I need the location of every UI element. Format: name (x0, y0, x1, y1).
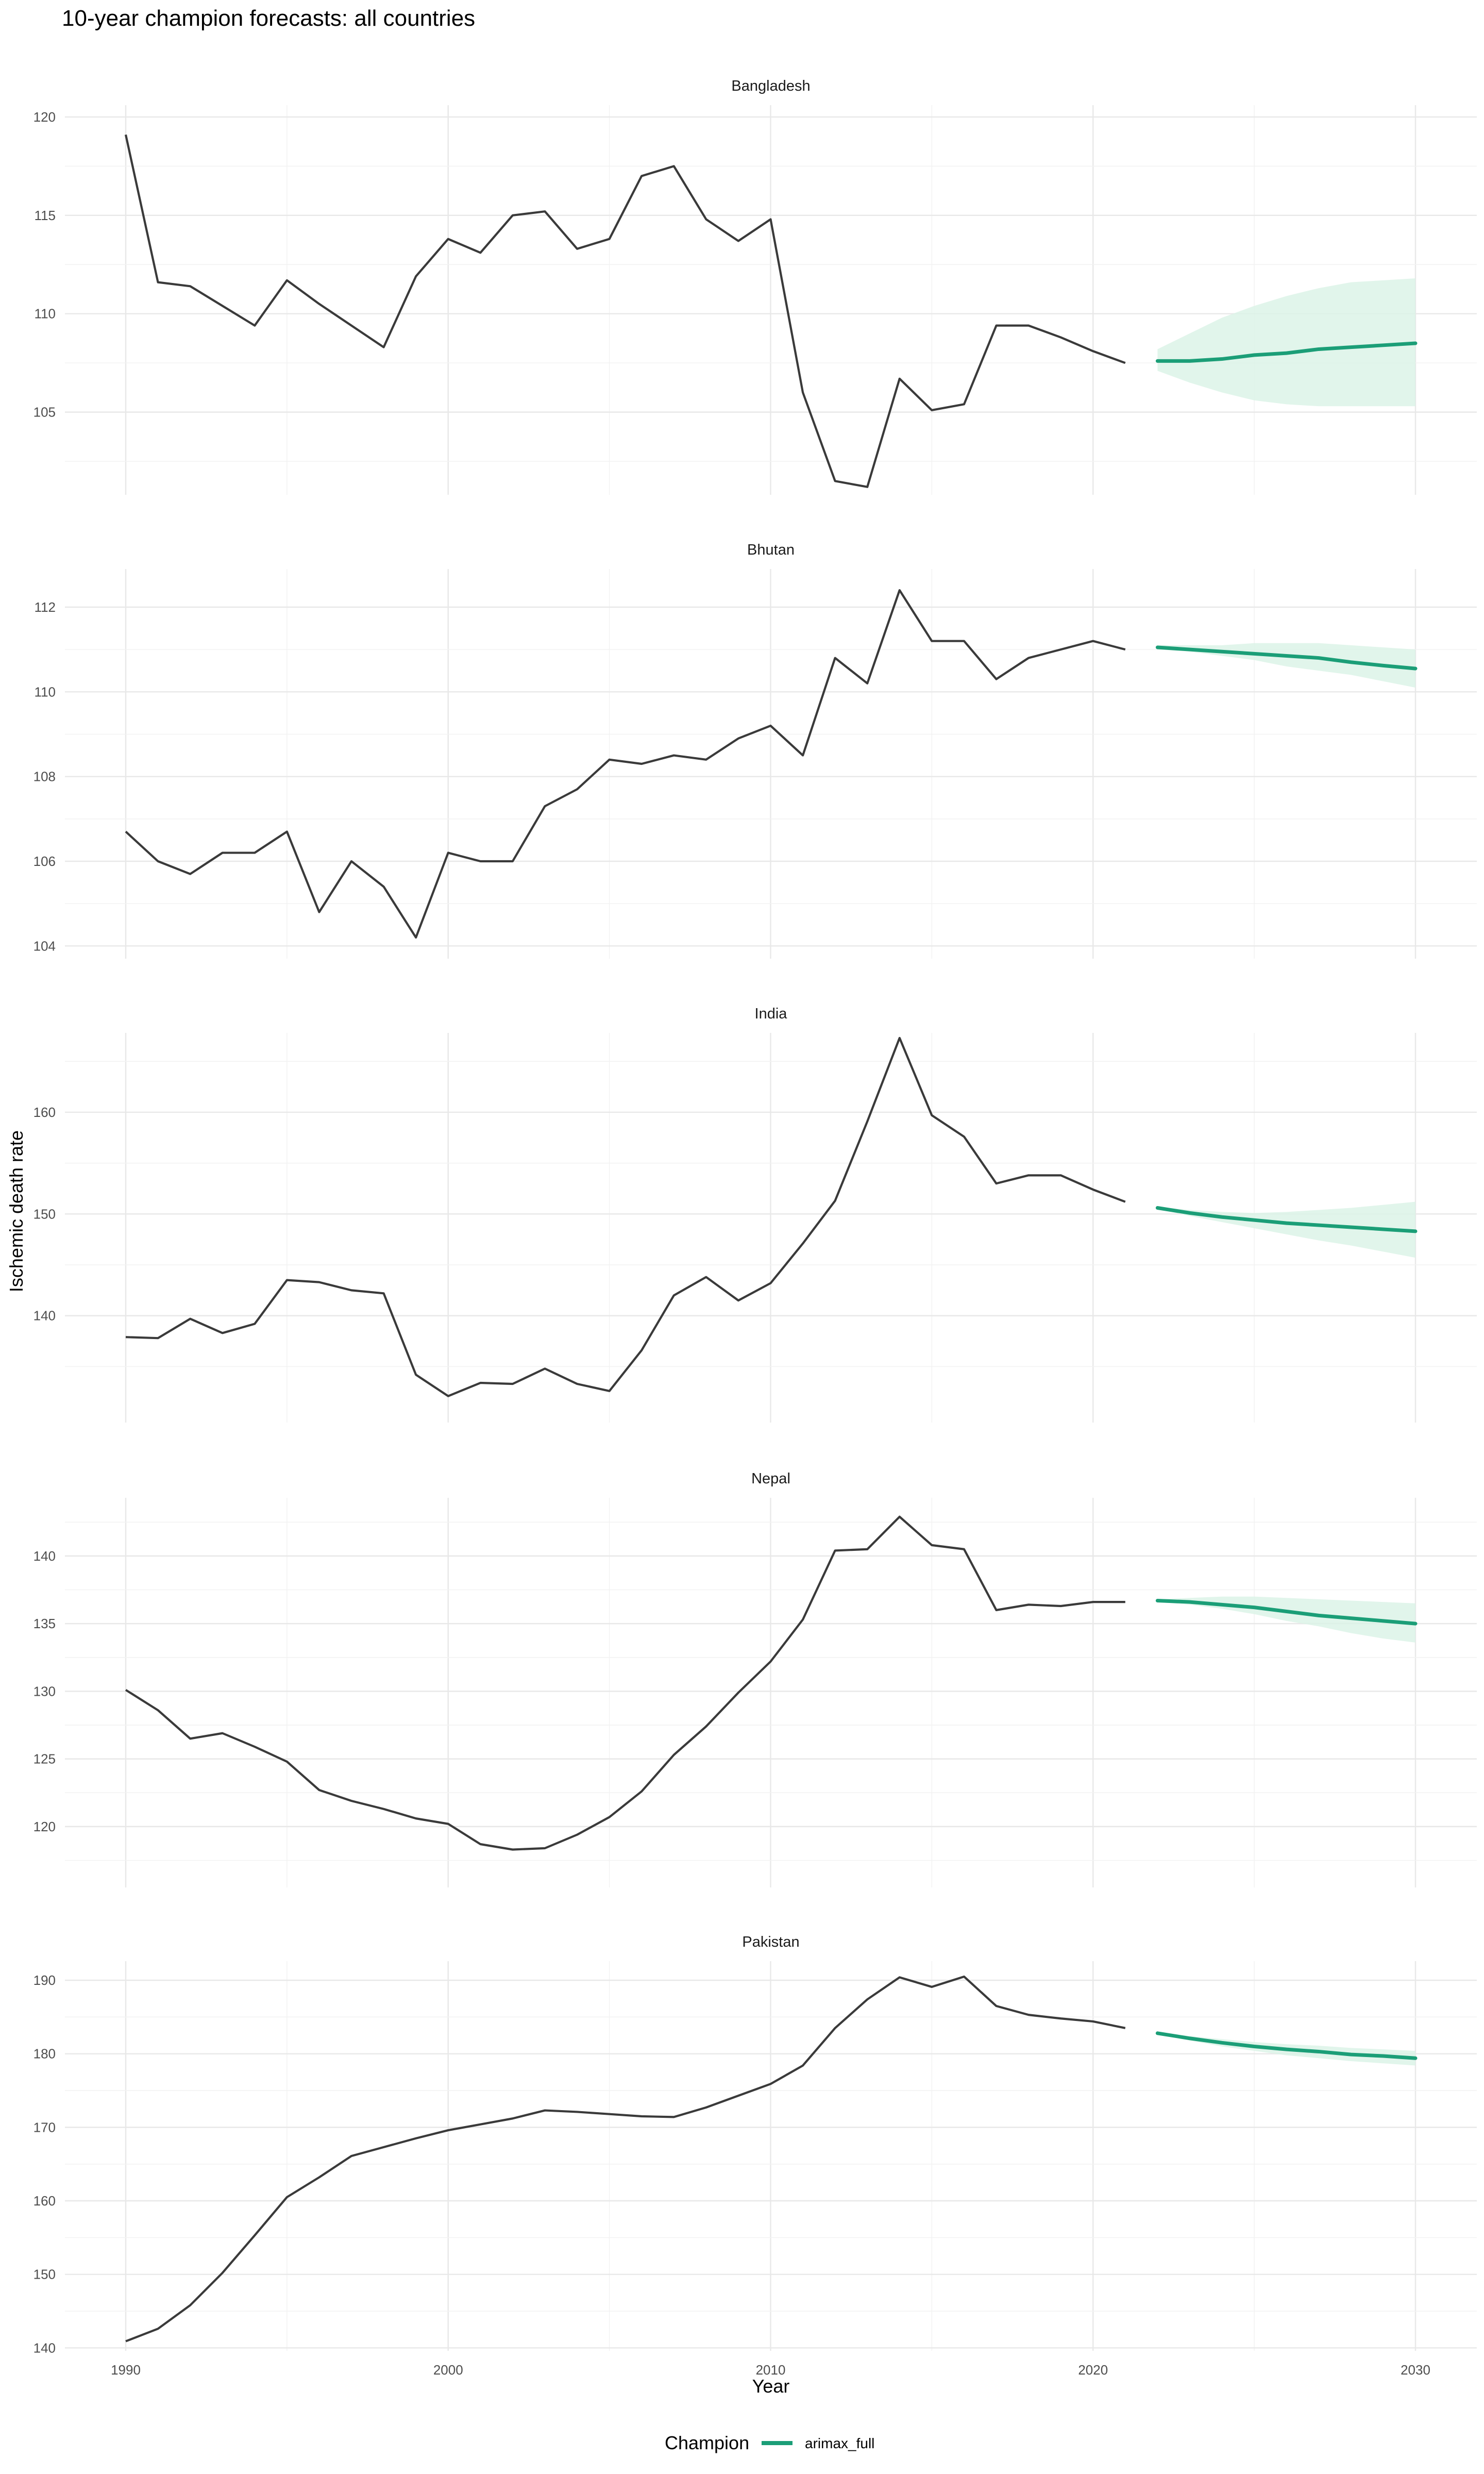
panel-india: India 140 150 160 (33, 1006, 1477, 1423)
y-tick-label: 120 (33, 1819, 56, 1834)
y-tick-label: 105 (33, 405, 56, 420)
x-tick-label: 2010 (756, 2362, 786, 2378)
x-tick-label: 2030 (1401, 2362, 1430, 2378)
gridlines-india (65, 1033, 1477, 1423)
chart-title: 10-year champion forecasts: all countrie… (62, 6, 475, 31)
x-tick-label: 2020 (1078, 2362, 1108, 2378)
gridlines-bhutan (65, 569, 1477, 959)
x-tick-label: 2000 (433, 2362, 463, 2378)
history-line-bhutan (125, 589, 1126, 939)
x-axis-title: Year (752, 2376, 790, 2397)
panel-pakistan: Pakistan 140 150 160 170 180 190 1990 2000 2010 20… (33, 1934, 1477, 2378)
x-tick-label: 1990 (111, 2362, 141, 2378)
y-tick-label: 140 (33, 1548, 56, 1564)
forecast-line-nepal (1155, 1599, 1418, 1626)
forecast-line-bangladesh (1155, 341, 1418, 363)
y-tick-label: 140 (33, 2340, 56, 2355)
forecast-line-india (1155, 1206, 1418, 1233)
legend: Champion arimax_full (665, 2432, 874, 2453)
history-line-india (125, 1037, 1126, 1397)
y-tick-label: 115 (35, 208, 56, 223)
panel-nepal: Nepal 120 125 130 135 140 (33, 1470, 1477, 1887)
strip-label-bangladesh: Bangladesh (731, 78, 810, 94)
y-tick-label: 110 (35, 306, 56, 322)
strip-label-pakistan: Pakistan (742, 1934, 799, 1950)
gridlines-bangladesh (65, 105, 1477, 495)
y-tick-label: 106 (33, 854, 56, 869)
y-tick-label: 140 (33, 1308, 56, 1324)
forecast-line-bhutan (1155, 645, 1418, 671)
panel-bangladesh: Bangladesh 105 110 115 120 (33, 78, 1477, 495)
y-tick-label: 150 (33, 2267, 56, 2282)
y-tick-label: 110 (35, 684, 56, 699)
gridlines-nepal (65, 1498, 1477, 1887)
y-tick-label: 108 (33, 769, 56, 784)
y-tick-label: 125 (33, 1751, 56, 1767)
y-tick-label: 170 (33, 2119, 56, 2135)
panel-bhutan: Bhutan 104 106 108 110 112 (33, 542, 1477, 959)
strip-label-bhutan: Bhutan (747, 542, 795, 558)
y-tick-label: 112 (35, 599, 56, 615)
gridlines-pakistan (65, 1961, 1477, 2351)
panels: Bangladesh 105 110 115 120 Bhutan 104 106 108 110… (33, 78, 1477, 2378)
strip-label-india: India (755, 1006, 788, 1022)
y-tick-label: 150 (33, 1206, 56, 1222)
forecast-line-pakistan (1155, 2031, 1418, 2060)
history-line-bangladesh (124, 134, 1126, 488)
y-tick-label: 160 (33, 2193, 56, 2209)
forecast-interval-nepal (1157, 1596, 1415, 1643)
legend-label-arimax-full: arimax_full (805, 2435, 874, 2451)
y-tick-label: 180 (33, 2046, 56, 2062)
legend-title: Champion (665, 2432, 749, 2453)
y-tick-label: 130 (33, 1683, 56, 1699)
y-axis-title: Ischemic death rate (6, 1130, 27, 1292)
forecast-interval-bangladesh (1157, 278, 1415, 407)
history-line-nepal (125, 1515, 1125, 1851)
forecast-interval-bhutan (1157, 643, 1415, 688)
y-tick-label: 190 (33, 1972, 56, 1988)
y-tick-label: 104 (33, 938, 56, 954)
y-tick-label: 135 (33, 1616, 56, 1631)
history-line-pakistan (125, 1975, 1126, 2343)
strip-label-nepal: Nepal (751, 1470, 790, 1487)
y-tick-label: 160 (33, 1105, 56, 1120)
y-tick-label: 120 (33, 109, 56, 125)
